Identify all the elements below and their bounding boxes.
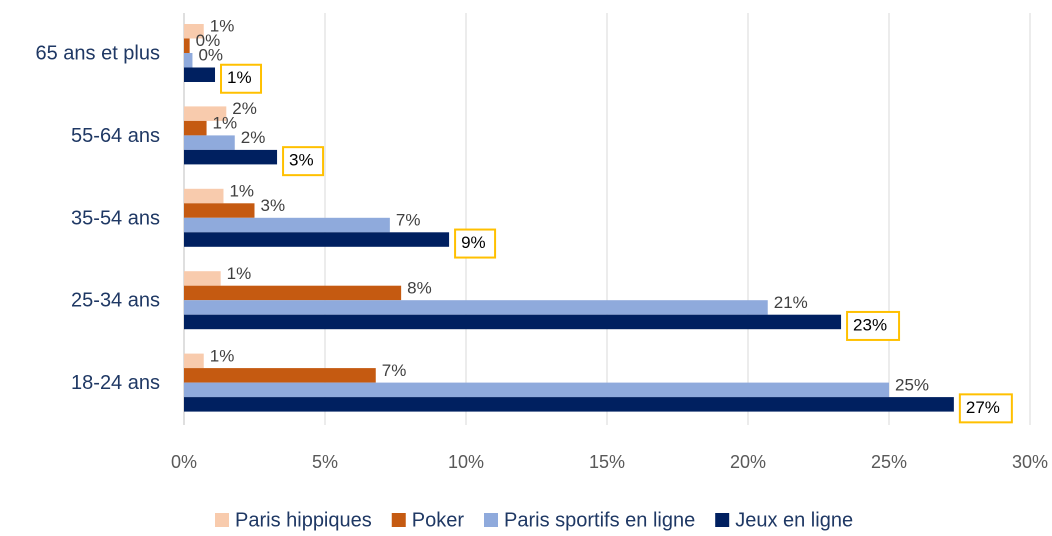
bar: [184, 24, 204, 39]
data-label: 1%: [210, 17, 235, 36]
data-label: 7%: [396, 211, 421, 230]
bar: [184, 67, 216, 82]
bar: [184, 106, 227, 121]
label-box: [958, 393, 1013, 424]
legend-swatch: [484, 513, 498, 527]
data-label: 8%: [407, 278, 432, 297]
label-box: [454, 228, 497, 259]
legend-swatch: [215, 513, 229, 527]
bar: [184, 149, 278, 165]
bar: [184, 314, 842, 330]
label-box: [846, 310, 901, 341]
bar: [184, 353, 204, 369]
bar: [184, 285, 402, 301]
data-label: 3%: [289, 151, 314, 170]
legend-label: Jeux en ligne: [735, 509, 853, 531]
legend-swatch: [715, 513, 730, 527]
bar: [184, 120, 207, 136]
data-label: 3%: [261, 196, 286, 215]
x-tick-label: 20%: [730, 452, 766, 472]
x-tick-label: 10%: [448, 452, 484, 472]
data-label: 1%: [227, 68, 252, 87]
bar: [184, 53, 193, 68]
x-tick-label: 15%: [589, 452, 625, 472]
category-label: 35-54 ans: [71, 207, 160, 229]
bar: [184, 382, 889, 398]
category-label: 65 ans et plus: [35, 42, 160, 64]
bar: [184, 188, 224, 204]
bar: [184, 300, 768, 315]
x-tick-label: 25%: [871, 452, 907, 472]
label-box: [282, 146, 325, 177]
x-tick-label: 0%: [171, 452, 197, 472]
legend-label: Paris hippiques: [235, 509, 372, 531]
x-tick-label: 5%: [312, 452, 338, 472]
bar: [184, 135, 235, 150]
data-label: 0%: [196, 31, 221, 50]
legend-swatch: [391, 513, 406, 527]
data-label: 1%: [229, 182, 254, 201]
data-label: 7%: [382, 361, 407, 380]
bar: [184, 397, 954, 412]
data-label: 1%: [213, 114, 238, 133]
bar: [184, 232, 450, 247]
bar: [184, 368, 376, 383]
label-box: [220, 63, 263, 94]
data-label: 1%: [227, 264, 252, 283]
bar: [184, 217, 390, 233]
category-label: 18-24 ans: [71, 372, 160, 394]
category-label: 25-34 ans: [71, 290, 160, 312]
data-label: 25%: [895, 375, 929, 394]
legend-label: Poker: [412, 509, 465, 531]
data-label: 23%: [853, 315, 887, 334]
legend-label: Paris sportifs en ligne: [504, 509, 695, 531]
data-label: 0%: [198, 46, 223, 65]
data-label: 2%: [241, 128, 266, 147]
bar: [184, 203, 255, 218]
data-label: 21%: [774, 293, 808, 312]
data-label: 27%: [966, 398, 1000, 417]
bar: [184, 271, 221, 286]
x-tick-label: 30%: [1012, 452, 1048, 472]
bar: [184, 38, 190, 53]
data-label: 2%: [232, 99, 257, 118]
category-label: 55-64 ans: [71, 125, 160, 147]
data-label: 1%: [210, 346, 235, 365]
data-label: 9%: [461, 233, 486, 252]
